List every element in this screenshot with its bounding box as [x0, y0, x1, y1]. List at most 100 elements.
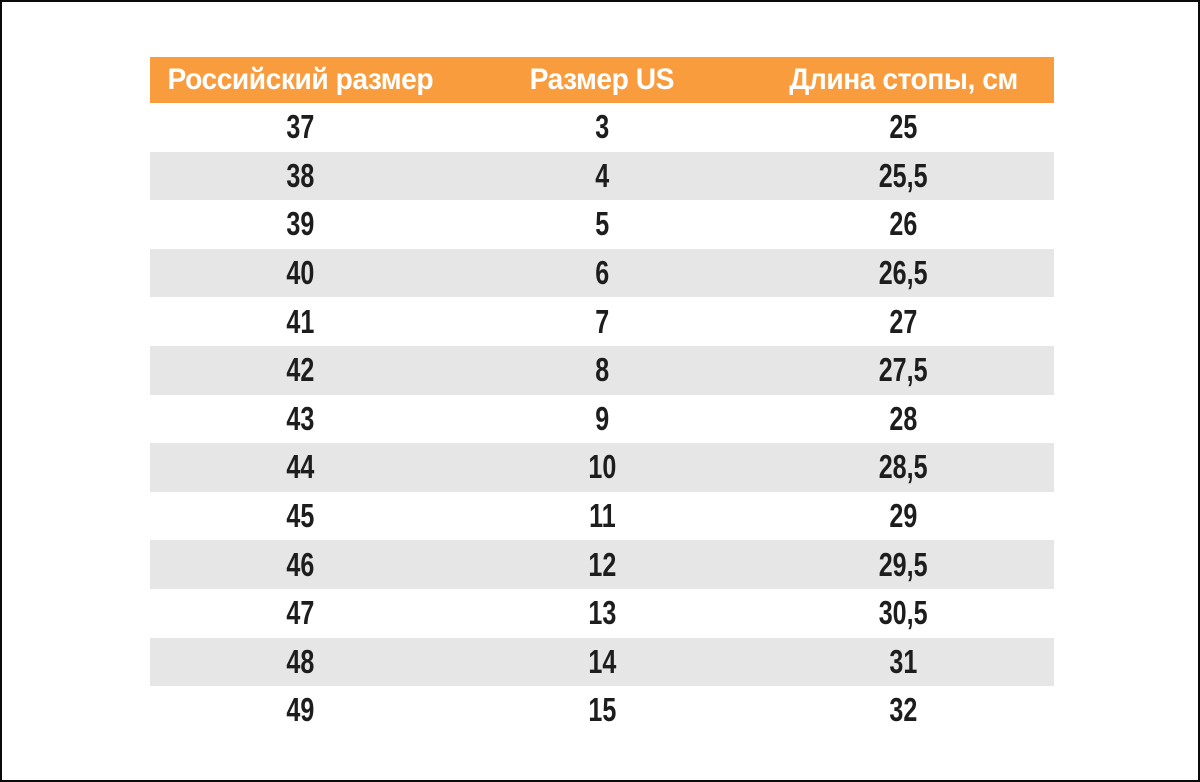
table-cell: 47	[150, 589, 451, 638]
table-cell: 30,5	[753, 589, 1054, 638]
table-row: 41 7 27	[150, 297, 1054, 346]
table-cell: 29,5	[753, 540, 1054, 589]
cell-value: 7	[595, 302, 609, 340]
column-header-2: Длина стопы, см	[752, 57, 1054, 103]
cell-value: 45	[286, 497, 315, 535]
cell-value: 25,5	[878, 156, 928, 194]
table-cell: 26,5	[753, 249, 1054, 298]
cell-value: 39	[286, 205, 315, 243]
table-cell: 41	[150, 297, 451, 346]
table-cell: 32	[753, 686, 1054, 735]
cell-value: 10	[588, 448, 616, 486]
cell-value: 41	[286, 302, 315, 340]
table-row: 39 5 26	[150, 200, 1054, 249]
cell-value: 32	[889, 691, 918, 729]
cell-value: 48	[286, 642, 315, 680]
table-cell: 6	[451, 249, 752, 298]
table-row: 48 14 31	[150, 637, 1054, 687]
table-cell: 28	[753, 395, 1054, 444]
table-row: 42 8 27,5	[150, 345, 1054, 395]
table-row: 40 6 26,5	[150, 248, 1054, 298]
table-row: 46 12 29,5	[150, 540, 1054, 589]
table-cell: 25,5	[753, 152, 1054, 201]
table-header: Российский размер Размер US Длина стопы, с…	[150, 57, 1054, 103]
cell-value: 38	[286, 156, 315, 194]
cell-value: 28	[889, 399, 918, 437]
table-cell: 9	[451, 395, 752, 444]
table-cell: 39	[150, 200, 451, 249]
cell-value: 49	[286, 691, 315, 729]
cell-value: 27	[889, 302, 918, 340]
table-row: 47 13 30,5	[150, 589, 1054, 638]
table-cell: 5	[451, 200, 752, 249]
table-cell: 28,5	[753, 443, 1054, 492]
table-row: 49 15 32	[150, 686, 1054, 735]
cell-value: 29,5	[878, 545, 928, 583]
table-row: 45 11 29	[150, 492, 1054, 541]
table-cell: 4	[451, 152, 752, 201]
cell-value: 42	[286, 351, 315, 389]
column-header-label: Длина стопы, см	[789, 63, 1018, 96]
cell-value: 8	[595, 351, 609, 389]
table-row: 37 3 25	[150, 103, 1054, 152]
table-cell: 7	[451, 297, 752, 346]
cell-value: 26	[889, 205, 918, 243]
cell-value: 4	[595, 156, 609, 194]
table-row: 44 10 28,5	[150, 443, 1054, 492]
cell-value: 27,5	[878, 351, 928, 389]
cell-value: 47	[286, 594, 315, 632]
table-header-row: Российский размер Размер US Длина стопы, с…	[150, 57, 1054, 103]
cell-value: 44	[286, 448, 315, 486]
table-row: 43 9 28	[150, 395, 1054, 444]
table-cell: 44	[150, 443, 451, 492]
cell-value: 25	[889, 108, 918, 146]
table-cell: 40	[150, 249, 451, 298]
cell-value: 26,5	[878, 254, 928, 292]
size-conversion-table: Российский размер Размер US Длина стопы, с…	[150, 57, 1054, 735]
table-cell: 12	[451, 540, 752, 589]
cell-value: 37	[286, 108, 315, 146]
cell-value: 14	[588, 642, 616, 680]
table-cell: 46	[150, 540, 451, 589]
cell-value: 13	[588, 594, 616, 632]
table-cell: 31	[753, 638, 1054, 687]
column-header-label: Российский размер	[167, 63, 434, 96]
cell-value: 43	[286, 399, 315, 437]
table-cell: 10	[451, 443, 752, 492]
cell-value: 46	[286, 545, 315, 583]
table-cell: 29	[753, 492, 1054, 541]
table-cell: 49	[150, 686, 451, 735]
table-cell: 43	[150, 395, 451, 444]
table-body: 37 3 25 38 4 25,5 39 5 26 40 6 26,5 41 7 27 42 8 27,5 43 9 2…	[150, 103, 1054, 735]
cell-value: 15	[588, 691, 616, 729]
cell-value: 31	[889, 642, 918, 680]
cell-value: 40	[286, 254, 315, 292]
cell-value: 11	[588, 497, 616, 535]
column-header-0: Российский размер	[150, 57, 452, 103]
cell-value: 30,5	[878, 594, 928, 632]
cell-value: 5	[595, 205, 609, 243]
table-cell: 27	[753, 297, 1054, 346]
table-cell: 8	[451, 346, 752, 395]
table-cell: 25	[753, 103, 1054, 152]
table-cell: 14	[451, 638, 752, 687]
table-cell: 3	[451, 103, 752, 152]
table-cell: 11	[451, 492, 752, 541]
table-cell: 48	[150, 638, 451, 687]
column-header-label: Размер US	[529, 63, 675, 96]
table-cell: 26	[753, 200, 1054, 249]
column-header-1: Размер US	[451, 57, 753, 103]
cell-value: 3	[595, 108, 609, 146]
table-cell: 15	[451, 686, 752, 735]
table-cell: 45	[150, 492, 451, 541]
cell-value: 9	[595, 399, 609, 437]
table-row: 38 4 25,5	[150, 151, 1054, 201]
table-cell: 27,5	[753, 346, 1054, 395]
cell-value: 29	[889, 497, 918, 535]
table-cell: 38	[150, 152, 451, 201]
table-cell: 13	[451, 589, 752, 638]
cell-value: 12	[588, 545, 616, 583]
table-cell: 37	[150, 103, 451, 152]
cell-value: 28,5	[878, 448, 928, 486]
